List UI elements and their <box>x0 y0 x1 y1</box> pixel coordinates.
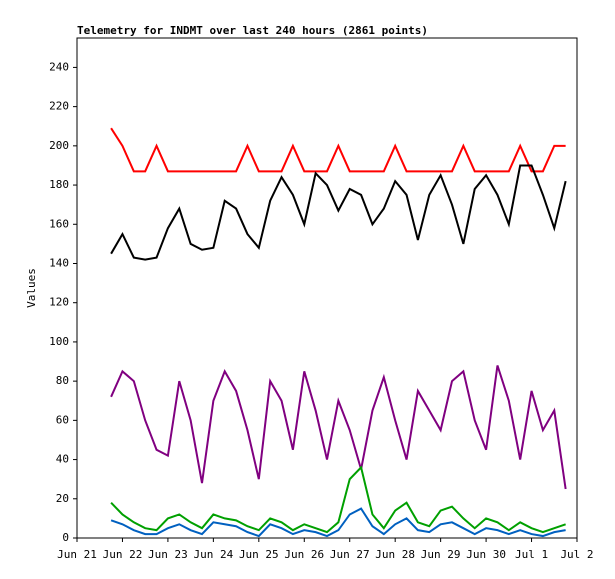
series-line <box>110 127 566 173</box>
plot-frame <box>76 37 578 539</box>
y-tick-label: 0 <box>62 531 69 544</box>
y-axis-label: Values <box>25 268 38 308</box>
y-tick-label: 180 <box>49 178 69 191</box>
series-line <box>110 465 566 534</box>
y-tick-label: 140 <box>49 256 69 269</box>
x-tick-label: Jun 29 <box>421 548 461 561</box>
x-tick-label: Jul 2 <box>560 548 593 561</box>
x-tick-label: Jun 24 <box>193 548 233 561</box>
y-tick-label: 240 <box>49 60 69 73</box>
y-tick-label: 220 <box>49 100 69 113</box>
y-tick-label: 120 <box>49 296 69 309</box>
y-tick-label: 200 <box>49 139 69 152</box>
series-line <box>110 507 566 538</box>
x-tick-label: Jun 25 <box>239 548 279 561</box>
y-tick-label: 60 <box>56 413 69 426</box>
x-tick-label: Jun 27 <box>330 548 370 561</box>
x-tick-label: Jun 23 <box>148 548 188 561</box>
x-tick-label: Jun 26 <box>284 548 324 561</box>
y-tick-label: 80 <box>56 374 69 387</box>
y-tick-label: 100 <box>49 335 69 348</box>
x-tick-label: Jun 30 <box>466 548 506 561</box>
x-tick-label: Jun 22 <box>103 548 143 561</box>
x-tick-label: Jun 28 <box>375 548 415 561</box>
y-tick-label: 20 <box>56 492 69 505</box>
y-tick-label: 160 <box>49 217 69 230</box>
series-line <box>110 164 567 261</box>
series-line <box>110 365 567 490</box>
y-tick-label: 40 <box>56 453 69 466</box>
x-tick-label: Jun 21 <box>57 548 97 561</box>
x-tick-label: Jul 1 <box>515 548 548 561</box>
chart-title: Telemetry for INDMT over last 240 hours … <box>77 24 428 37</box>
